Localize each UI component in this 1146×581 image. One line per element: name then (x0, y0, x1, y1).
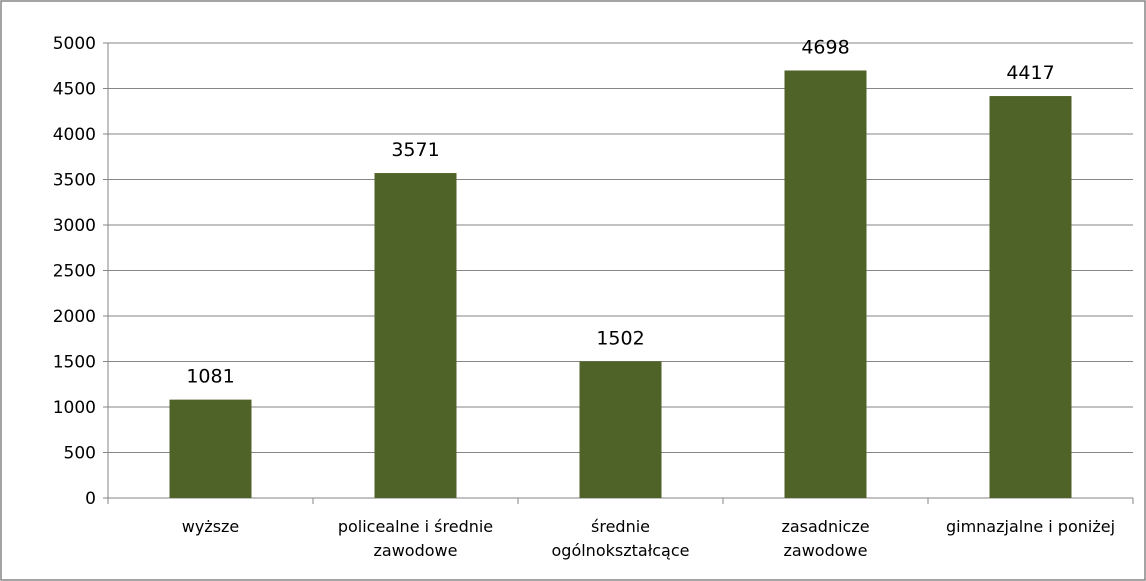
bar (989, 96, 1072, 498)
value-label: 3571 (391, 139, 439, 161)
bar (579, 361, 662, 498)
x-tick-label: wyższe (182, 517, 240, 536)
y-tick-label: 2000 (53, 307, 96, 327)
y-tick-label: 0 (85, 489, 96, 509)
bar (374, 173, 457, 498)
x-tick-label: zasadnicze zawodowe (781, 517, 869, 560)
x-tick-label: policealne i średnie zawodowe (338, 517, 493, 560)
y-tick-label: 4000 (53, 125, 96, 145)
y-tick-label: 1000 (53, 398, 96, 418)
value-label: 4698 (801, 36, 849, 58)
y-tick-label: 5000 (53, 34, 96, 54)
y-tick-label: 3000 (53, 216, 96, 236)
y-tick-label: 4500 (53, 80, 96, 100)
y-tick-label: 1500 (53, 353, 96, 373)
x-tick-label: średnie ogólnokształcące (552, 517, 690, 560)
bar (169, 399, 252, 498)
value-label: 1502 (596, 327, 644, 349)
value-label: 1081 (186, 366, 234, 388)
x-tick-label: gimnazjalne i poniżej (946, 517, 1115, 536)
value-label: 4417 (1006, 62, 1054, 84)
y-tick-label: 500 (64, 444, 96, 464)
y-tick-label: 3500 (53, 171, 96, 191)
y-tick-label: 2500 (53, 262, 96, 282)
bar (784, 70, 867, 499)
